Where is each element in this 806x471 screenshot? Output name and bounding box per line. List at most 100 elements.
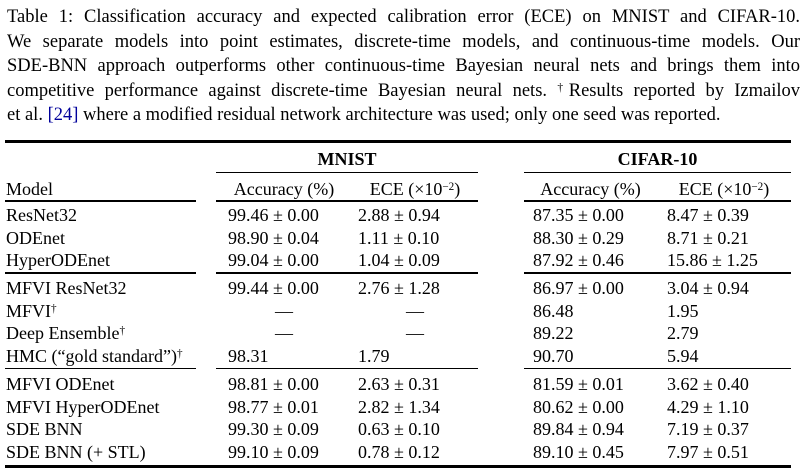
table-row: ODEnet 98.90 ± 0.04 1.11 ± 0.10 88.30 ± 0.2… [0,227,806,249]
caption-text: competitive performance against discrete… [7,80,558,101]
cell-mnist-ece: 0.78 ± 0.12 [358,441,440,462]
cell-cifar-accuracy: 86.48 [533,300,574,321]
ece-label-prefix: ECE (×10 [369,179,443,199]
cell-cifar-accuracy: 89.10 ± 0.45 [533,441,624,462]
caption-text: where a modified residual network archit… [78,105,721,126]
cell-cifar-ece: 15.86 ± 1.25 [667,250,758,270]
ece-label-suffix: ) [454,179,461,199]
caption-text: Results reported by Izmailov [568,80,801,101]
bottomrule [5,465,791,468]
caption-line: We separate models into point estimates,… [7,30,800,55]
dagger-superscript: † [557,81,569,94]
cell-mnist-ece: 1.79 [358,345,390,366]
cell-cifar-ece: 8.47 ± 0.39 [667,205,749,225]
caption-text: Table 1: Classification accuracy and exp… [7,7,800,27]
ece-exponent: −2 [442,180,455,193]
dagger-superscript: † [119,324,126,337]
cell-mnist-ece: 2.82 ± 1.34 [358,396,440,417]
cell-mnist-accuracy: 99.10 ± 0.09 [228,441,319,462]
cell-cifar-ece: 8.71 ± 0.21 [667,227,749,248]
cell-mnist-accuracy: 98.31 [228,345,269,366]
cell-cifar-accuracy: 90.70 [533,345,574,366]
dagger-superscript: † [51,302,57,315]
header-rule-cifar [524,200,791,202]
section-rule-2-mnist [216,367,478,370]
cell-cifar-ece: 5.94 [667,345,699,366]
cell-cifar-ece: 1.95 [667,300,699,321]
group-header-cifar10: CIFAR-10 [617,149,698,169]
cell-model: MFVI ODEnet [6,374,115,394]
cell-cifar-accuracy: 88.30 ± 0.29 [533,227,624,248]
caption-line: Table 1: Classification accuracy and exp… [7,5,800,30]
cell-mnist-accuracy: 99.04 ± 0.00 [228,250,319,270]
cell-mnist-accuracy: 99.46 ± 0.00 [228,205,319,225]
col-header-mnist-ece: ECE (×10−2) [352,177,478,201]
table-row: MFVI ResNet32 99.44 ± 0.00 2.76 ± 1.28 86.9… [0,277,806,299]
cell-cifar-ece: 7.19 ± 0.37 [667,419,749,439]
section-rule-1-mnist [216,272,478,274]
cell-cifar-ece: 4.29 ± 1.10 [667,396,749,417]
col-header-cifar-accuracy: Accuracy (%) [540,179,641,199]
cell-model: SDE BNN [6,419,83,439]
caption-line: SDE-BNN approach outperforms other conti… [7,54,800,79]
caption-line: competitive performance against discrete… [7,79,800,104]
table-row: ResNet32 99.46 ± 0.00 2.88 ± 0.94 87.35 ± 0… [0,204,806,226]
cell-mnist-ece: — [406,300,424,321]
cell-cifar-ece: 7.97 ± 0.51 [667,441,749,462]
section-rule-1-model [5,272,196,274]
cell-mnist-accuracy: 98.90 ± 0.04 [228,227,319,248]
cell-mnist-accuracy: 99.30 ± 0.09 [228,419,319,439]
cell-mnist-accuracy: — [275,300,293,321]
group-header-mnist: MNIST [317,149,377,169]
cell-cifar-accuracy: 89.84 ± 0.94 [533,419,624,439]
cell-cifar-accuracy: 81.59 ± 0.01 [533,374,624,394]
cmidrule-cifar [524,172,791,174]
header-rule-model [5,200,196,202]
cell-mnist-ece: 1.11 ± 0.10 [358,227,440,248]
table-row: MFVI HyperODEnet 98.77 ± 0.01 2.82 ± 1.34 8… [0,396,806,418]
header-rule-mnist [216,200,478,202]
cell-model: HyperODEnet [6,250,110,270]
ece-label-prefix: ECE (×10 [678,179,752,199]
cell-cifar-accuracy: 89.22 [533,323,574,343]
caption-line: et al. [24] where a modified residual ne… [7,103,800,128]
cell-cifar-accuracy: 80.62 ± 0.00 [533,396,624,417]
toprule [5,140,791,143]
caption-text: et al. [7,105,48,126]
cell-model: Deep Ensemble† [6,323,126,343]
section-rule-1-cifar [524,272,791,274]
col-header-cifar-ece: ECE (×10−2) [657,177,791,201]
cell-cifar-ece: 3.62 ± 0.40 [667,374,749,394]
cell-model: MFVI ResNet32 [6,278,127,298]
cmidrule-mnist [216,172,478,174]
table-row: MFVI† — — 86.48 1.95 [0,300,806,322]
table-row: MFVI ODEnet 98.81 ± 0.00 2.63 ± 0.31 81.59 … [0,373,806,395]
cell-cifar-ece: 3.04 ± 0.94 [667,278,749,298]
cell-model: HMC (“gold standard”)† [6,345,183,366]
table-row: HMC (“gold standard”)† 98.31 1.79 90.70 5.94 [0,345,806,367]
cell-cifar-ece: 2.79 [667,323,699,343]
cell-cifar-accuracy: 87.92 ± 0.46 [533,250,624,270]
cell-mnist-ece: 0.63 ± 0.10 [358,419,440,439]
cell-mnist-ece: 2.63 ± 0.31 [358,374,440,394]
ece-label-suffix: ) [763,179,770,199]
table-row: SDE BNN 99.30 ± 0.09 0.63 ± 0.10 89.84 ± 0.… [0,418,806,440]
cell-model: MFVI† [6,300,57,321]
cell-model: ResNet32 [6,205,77,225]
section-rule-2-model [5,367,196,370]
citation-link[interactable]: [24] [47,105,79,126]
cell-model: MFVI HyperODEnet [6,396,160,417]
ece-exponent: −2 [751,180,764,193]
caption-text: We separate models into point estimates,… [7,31,800,52]
table-row: Deep Ensemble† — — 89.22 2.79 [0,322,806,344]
section-rule-2-cifar [524,367,791,370]
table-row: HyperODEnet 99.04 ± 0.00 1.04 ± 0.09 87.92 … [0,249,806,271]
cell-mnist-ece: — [406,323,424,343]
cell-cifar-accuracy: 87.35 ± 0.00 [533,205,624,225]
cell-mnist-ece: 1.04 ± 0.09 [358,250,440,270]
cell-mnist-ece: 2.88 ± 0.94 [358,205,440,225]
col-header-model: Model [6,179,53,199]
col-header-mnist-accuracy: Accuracy (%) [233,179,335,199]
cell-mnist-accuracy: — [275,323,293,343]
